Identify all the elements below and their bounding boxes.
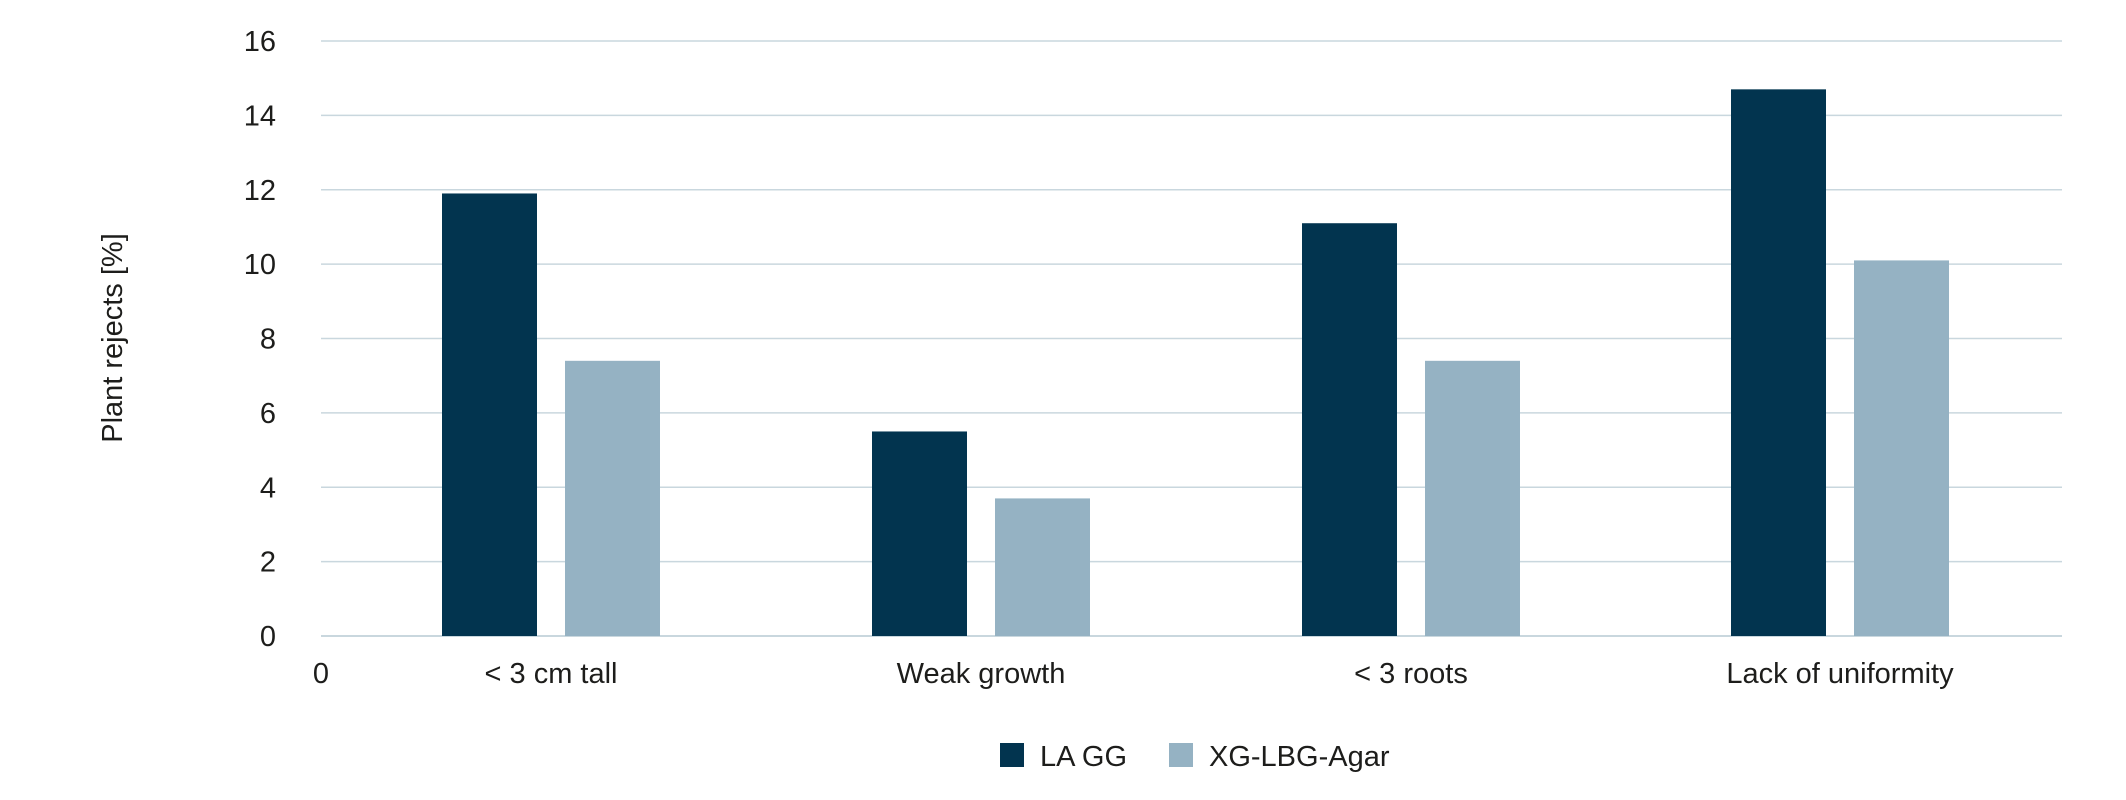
y-tick-label: 10 [244, 249, 276, 281]
legend: LA GG XG-LBG-Agar [1000, 741, 1390, 773]
x-tick-label: < 3 roots [1354, 658, 1468, 690]
x-tick-label: < 3 cm tall [485, 658, 618, 690]
bar-la-gg-2 [1302, 223, 1397, 636]
bar-la-gg-3 [1731, 89, 1826, 636]
y-axis-title: Plant rejects [%] [97, 233, 129, 443]
bar-la-gg-0 [442, 193, 537, 636]
y-tick-label: 16 [244, 26, 276, 58]
y-tick-label: 4 [260, 472, 276, 504]
bar-xg-lbg-agar-1 [995, 498, 1090, 636]
x-axis-ticks: 0 < 3 cm tall Weak growth < 3 roots Lack of… [313, 658, 1954, 690]
bar-la-gg-1 [872, 431, 967, 636]
y-tick-label: 0 [260, 621, 276, 653]
y-tick-label: 6 [260, 398, 276, 430]
y-tick-label: 14 [244, 100, 276, 132]
bar-xg-lbg-agar-2 [1425, 360, 1520, 636]
y-axis-ticks: 0 2 4 6 8 10 12 14 16 [244, 26, 276, 653]
legend-label-la-gg: LA GG [1040, 741, 1127, 773]
y-tick-label: 2 [260, 547, 276, 579]
bar-xg-lbg-agar-0 [565, 360, 660, 636]
legend-swatch-xg-lbg-agar [1169, 743, 1193, 767]
x-tick-label: Weak growth [897, 658, 1066, 690]
x-origin-label: 0 [313, 658, 329, 690]
legend-label-xg-lbg-agar: XG-LBG-Agar [1209, 741, 1390, 773]
bars [442, 89, 1949, 636]
x-tick-label: Lack of uniformity [1726, 658, 1954, 690]
y-tick-label: 12 [244, 175, 276, 207]
legend-swatch-la-gg [1000, 743, 1024, 767]
bar-xg-lbg-agar-3 [1854, 260, 1949, 636]
y-tick-label: 8 [260, 324, 276, 356]
